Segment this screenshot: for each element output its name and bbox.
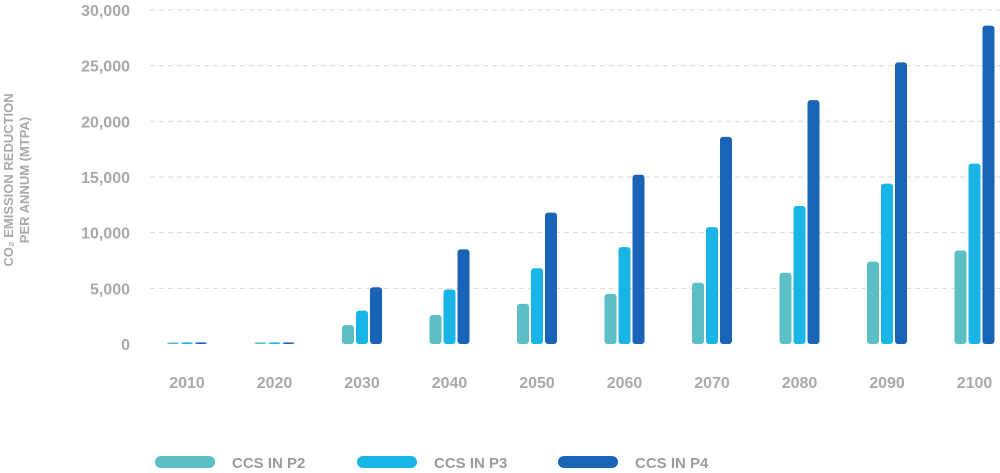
x-tick-label: 2030 bbox=[344, 375, 380, 392]
bar bbox=[181, 342, 193, 344]
x-tick-label: 2050 bbox=[519, 375, 555, 392]
bar bbox=[195, 342, 207, 344]
bar bbox=[167, 342, 179, 344]
x-tick-label: 2080 bbox=[782, 375, 818, 392]
bar bbox=[982, 25, 995, 344]
bar bbox=[457, 249, 470, 344]
bar bbox=[895, 62, 907, 345]
legend-label: CCS IN P3 bbox=[434, 455, 507, 472]
bar bbox=[531, 268, 543, 344]
bar bbox=[692, 282, 704, 344]
y-tick-label: 10,000 bbox=[81, 226, 130, 243]
bar bbox=[545, 212, 557, 344]
x-tick-label: 2020 bbox=[257, 375, 293, 392]
bar bbox=[720, 136, 732, 344]
y-tick-labels: 0 5,000 10,000 15,000 20,000 25,000 30,000 bbox=[81, 3, 130, 354]
y-tick-label: 30,000 bbox=[81, 3, 130, 20]
y-tick-label: 20,000 bbox=[81, 114, 130, 131]
legend: CCS IN P2 CCS IN P3 CCS IN P4 bbox=[155, 455, 709, 472]
x-tick-labels: 2010 2020 2030 2040 2050 2060 2070 2080 2090 2100 bbox=[169, 375, 992, 392]
legend-label: CCS IN P4 bbox=[635, 455, 709, 472]
y-tick-label: 25,000 bbox=[81, 59, 130, 76]
bars bbox=[167, 25, 995, 345]
bar bbox=[881, 183, 893, 344]
y-tick-label: 0 bbox=[121, 337, 130, 354]
x-tick-label: 2010 bbox=[169, 375, 205, 392]
bar bbox=[604, 293, 617, 344]
y-tick-label: 5,000 bbox=[90, 281, 130, 298]
bar bbox=[429, 315, 442, 344]
bar bbox=[807, 100, 820, 345]
bar bbox=[254, 342, 267, 344]
x-tick-label: 2060 bbox=[607, 375, 643, 392]
legend-swatch bbox=[357, 456, 417, 468]
bar bbox=[968, 163, 981, 344]
y-axis-label: CO₂ EMISSION REDUCTION PER ANNUM (MTPA) bbox=[1, 93, 32, 266]
x-tick-label: 2100 bbox=[957, 375, 993, 392]
bar bbox=[342, 325, 354, 344]
bar bbox=[954, 250, 967, 344]
x-tick-label: 2040 bbox=[432, 375, 468, 392]
bar bbox=[618, 247, 631, 344]
bar bbox=[370, 287, 382, 344]
bar bbox=[517, 303, 529, 344]
bar bbox=[282, 342, 295, 344]
bar bbox=[632, 174, 645, 344]
x-tick-label: 2090 bbox=[869, 375, 905, 392]
bar bbox=[867, 261, 879, 344]
bar bbox=[779, 272, 792, 344]
x-tick-label: 2070 bbox=[694, 375, 730, 392]
legend-label: CCS IN P2 bbox=[232, 455, 305, 472]
bar bbox=[356, 310, 368, 344]
bar bbox=[706, 227, 718, 344]
bar bbox=[793, 205, 806, 344]
legend-swatch bbox=[155, 456, 215, 468]
y-axis-label-line1: CO₂ EMISSION REDUCTION bbox=[1, 93, 16, 266]
bar bbox=[268, 342, 281, 344]
bar bbox=[443, 289, 456, 344]
y-tick-label: 15,000 bbox=[81, 170, 130, 187]
legend-swatch bbox=[558, 456, 618, 468]
gridlines bbox=[150, 9, 1000, 289]
y-axis-label-line2: PER ANNUM (MTPA) bbox=[17, 117, 32, 243]
